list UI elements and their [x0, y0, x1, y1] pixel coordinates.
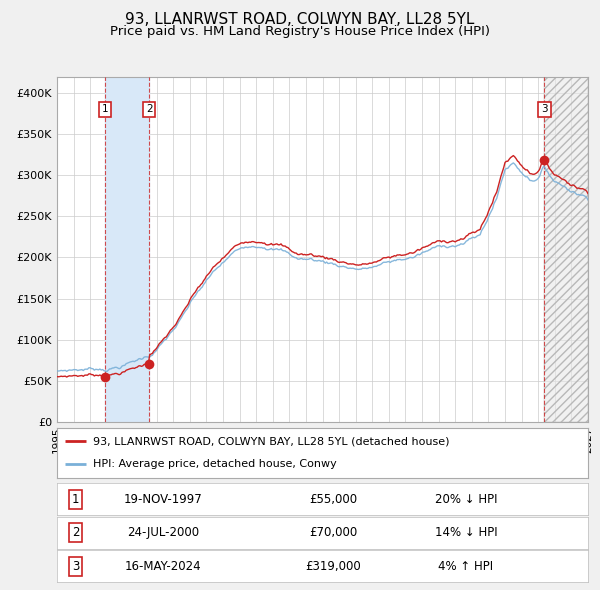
Text: Price paid vs. HM Land Registry's House Price Index (HPI): Price paid vs. HM Land Registry's House …	[110, 25, 490, 38]
Text: 93, LLANRWST ROAD, COLWYN BAY, LL28 5YL: 93, LLANRWST ROAD, COLWYN BAY, LL28 5YL	[125, 12, 475, 27]
Bar	[544, 77, 588, 422]
Text: 14% ↓ HPI: 14% ↓ HPI	[434, 526, 497, 539]
Text: £319,000: £319,000	[305, 560, 361, 573]
Text: 1: 1	[101, 104, 108, 114]
Text: 16-MAY-2024: 16-MAY-2024	[125, 560, 202, 573]
Text: 3: 3	[541, 104, 548, 114]
Text: 4% ↑ HPI: 4% ↑ HPI	[439, 560, 493, 573]
Text: £70,000: £70,000	[309, 526, 357, 539]
Bar	[105, 77, 149, 422]
Text: 20% ↓ HPI: 20% ↓ HPI	[434, 493, 497, 506]
Bar	[544, 77, 588, 422]
Text: 19-NOV-1997: 19-NOV-1997	[124, 493, 203, 506]
Text: 93, LLANRWST ROAD, COLWYN BAY, LL28 5YL (detached house): 93, LLANRWST ROAD, COLWYN BAY, LL28 5YL …	[93, 436, 449, 446]
Text: HPI: Average price, detached house, Conwy: HPI: Average price, detached house, Conw…	[93, 460, 337, 470]
Text: 1: 1	[72, 493, 79, 506]
Text: 3: 3	[72, 560, 79, 573]
Text: 24-JUL-2000: 24-JUL-2000	[127, 526, 199, 539]
Text: 2: 2	[146, 104, 152, 114]
Text: 2: 2	[72, 526, 79, 539]
Text: £55,000: £55,000	[309, 493, 357, 506]
